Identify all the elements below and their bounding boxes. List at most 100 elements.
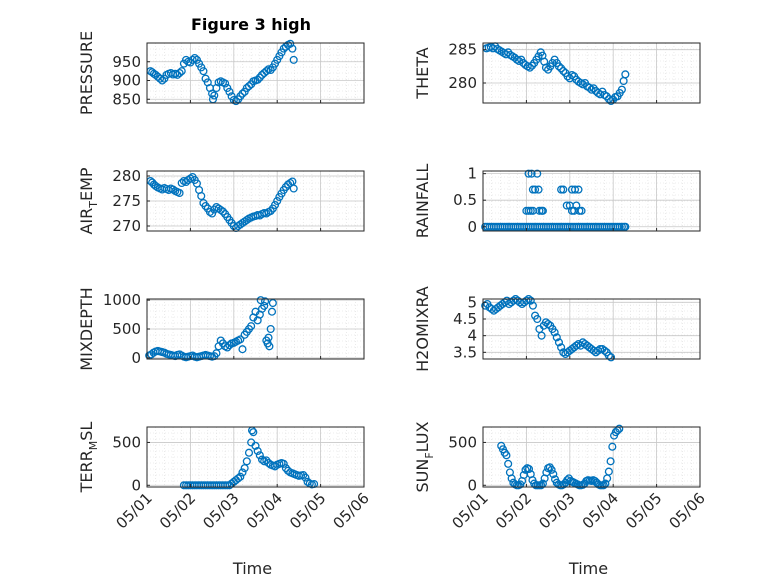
y-tick-label: 4.5	[453, 310, 477, 328]
axes-box	[482, 170, 701, 232]
x-tick-label: 05/01	[449, 489, 492, 532]
data-point	[526, 296, 535, 305]
data-point	[268, 298, 277, 308]
data-point	[260, 301, 269, 310]
x-tick-label: 05/04	[243, 489, 286, 532]
y-tick-label: 280	[448, 74, 477, 92]
data-point	[615, 424, 624, 433]
data-point	[168, 185, 178, 194]
data-point	[525, 63, 534, 72]
data-point	[528, 301, 537, 310]
data-point	[286, 178, 295, 188]
data-point	[559, 66, 568, 76]
x-tick-label: 05/03	[199, 489, 242, 532]
series-terr_msl	[179, 426, 319, 490]
x-tick-label: 05/04	[579, 489, 622, 532]
data-point	[238, 89, 247, 98]
panel-rainfall: 0 0.5 1 RAINFALL	[413, 164, 701, 239]
data-point	[570, 185, 580, 194]
y-tick-label: 500	[112, 433, 141, 451]
panel-h2omixra: 3.544.55 H2OMIXRA	[413, 286, 701, 372]
x-axis-label: Time	[568, 559, 608, 578]
data-point	[289, 184, 298, 193]
figure-title: Figure 3 high	[191, 15, 311, 34]
data-point	[175, 188, 184, 198]
axes-box	[146, 42, 365, 104]
data-point	[621, 222, 630, 231]
y-tick-label: 270	[112, 217, 141, 235]
data-point	[552, 333, 561, 342]
data-point	[151, 181, 160, 191]
data-point	[264, 333, 273, 342]
y-axis-label: THETA	[413, 47, 432, 99]
data-point	[177, 178, 186, 188]
series-air_temp	[146, 172, 298, 233]
axes-box	[146, 426, 365, 488]
data-point	[260, 297, 270, 306]
data-point	[186, 174, 195, 183]
y-tick-label: 3.5	[453, 343, 477, 361]
y-tick-label: 1000	[103, 291, 141, 309]
data-point	[606, 457, 615, 466]
data-point	[236, 335, 245, 344]
data-point	[301, 473, 310, 482]
data-point	[522, 296, 531, 305]
data-point	[533, 314, 542, 324]
data-point	[253, 75, 262, 84]
x-tick-label: 05/06	[330, 489, 373, 532]
data-point	[267, 307, 277, 316]
y-tick-label: 0	[467, 476, 477, 494]
panel-mixdepth: 0 500 1000 MIXDEPTH	[77, 287, 365, 371]
data-point	[574, 185, 583, 194]
data-point	[531, 185, 540, 194]
data-point	[617, 85, 626, 94]
panel-terr_msl: 0 500 TERRMSL 05/01 05/02 05/03 05/04 05/05 05/0…	[77, 422, 373, 578]
series-rainfall	[481, 169, 630, 231]
data-point	[225, 341, 234, 350]
data-point	[599, 481, 608, 490]
data-point	[247, 322, 256, 331]
data-point	[231, 97, 241, 106]
data-point	[537, 481, 546, 490]
y-axis-label: RAINFALL	[413, 164, 432, 239]
data-point	[158, 76, 167, 85]
y-tick-label: 5	[467, 293, 477, 311]
data-point	[262, 209, 271, 218]
x-tick-label: 05/02	[492, 489, 535, 532]
data-point	[281, 182, 290, 192]
y-tick-label: 4	[467, 327, 477, 345]
data-point	[190, 53, 199, 63]
data-point	[253, 446, 262, 456]
data-point	[234, 474, 243, 483]
y-tick-label: 275	[112, 192, 141, 210]
data-point	[541, 63, 550, 72]
data-point	[537, 331, 546, 340]
data-point	[547, 465, 556, 474]
data-point	[572, 341, 581, 350]
series-pressure	[146, 39, 298, 106]
data-point	[538, 206, 547, 215]
data-point	[155, 74, 165, 83]
y-tick-label: 1	[467, 165, 477, 183]
y-tick-label: 500	[448, 433, 477, 451]
data-point	[283, 466, 293, 475]
panel-theta: 280 285 THETA	[413, 41, 701, 106]
data-point	[559, 185, 568, 194]
data-point	[554, 62, 563, 71]
data-point	[289, 55, 298, 64]
y-tick-label: 0.5	[453, 191, 477, 209]
y-tick-label: 900	[112, 72, 141, 90]
data-point	[286, 39, 295, 48]
data-point	[521, 465, 530, 474]
data-point	[223, 343, 232, 352]
data-point	[270, 462, 280, 471]
x-tick-label: 05/05	[622, 489, 665, 532]
data-point	[621, 70, 630, 79]
data-point	[270, 200, 280, 210]
data-point	[238, 345, 247, 354]
data-point	[201, 201, 210, 211]
data-point	[218, 207, 228, 216]
